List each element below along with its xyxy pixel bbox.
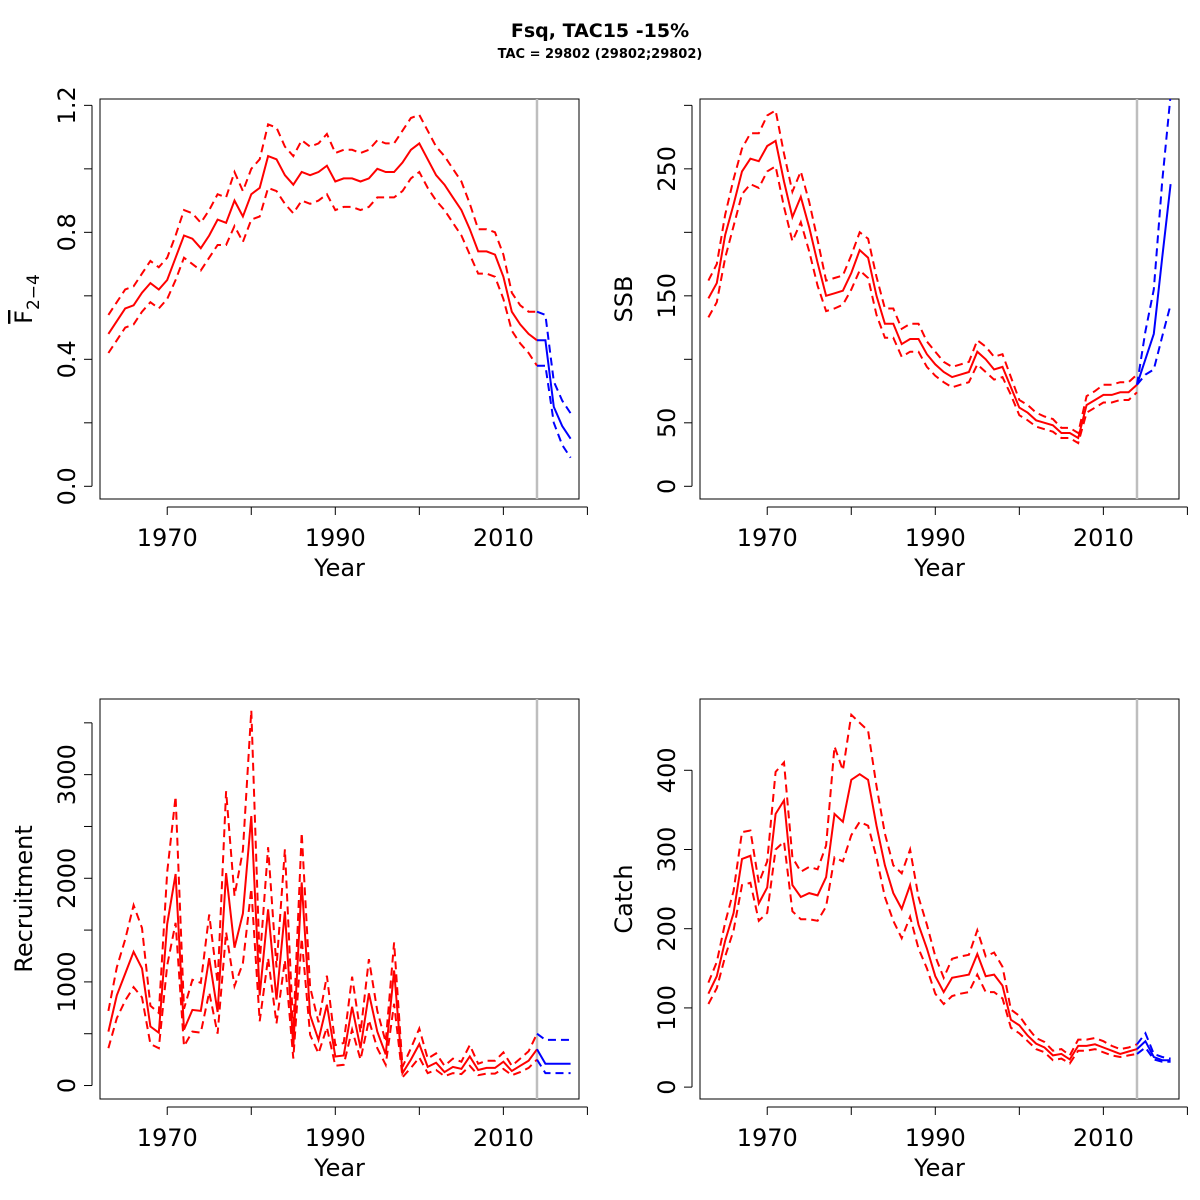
plot-frame xyxy=(699,98,1180,500)
y-tick-label: 300 xyxy=(653,827,681,873)
y-tick-label: 50 xyxy=(653,408,681,439)
historical-upper-bound xyxy=(107,113,537,316)
y-tick-label: 150 xyxy=(653,273,681,319)
y-tick-label: 0.8 xyxy=(53,213,81,251)
x-axis-label: Year xyxy=(913,1154,965,1182)
forecast-lower-bound xyxy=(537,364,572,459)
panel-ssb: 1970 1990 2010 Year 0 50 150 250 SSB xyxy=(610,98,1188,582)
historical-upper-bound xyxy=(707,712,1138,1057)
forecast-upper-bound xyxy=(1136,1031,1171,1060)
x-tick-label: 1990 xyxy=(305,524,366,552)
series-group xyxy=(707,99,1172,445)
y-tick-label: 0 xyxy=(53,1078,81,1093)
historical-lower-bound xyxy=(107,170,538,367)
series-group xyxy=(107,710,571,1080)
figure-subtitle: TAC = 29802 (29802;29802) xyxy=(497,47,703,62)
y-tick-label: 1000 xyxy=(53,951,81,1012)
x-tick-label: 2010 xyxy=(473,524,534,552)
x-tick-label: 1990 xyxy=(305,1124,366,1152)
y-tick-label: 0 xyxy=(653,1079,681,1094)
y-axis-label: Recruitment xyxy=(10,825,38,972)
figure-title: Fsq, TAC15 -15% xyxy=(510,20,690,42)
series-group xyxy=(107,113,572,459)
y-tick-label: 1.2 xyxy=(53,86,81,124)
x-tick-label: 1990 xyxy=(905,1124,966,1152)
historical-median xyxy=(707,772,1138,1061)
panel-recruitment: 1970 1990 2010 Year 0 1000 2000 3000 Recruitment xyxy=(10,698,588,1182)
forecast-median xyxy=(537,339,572,440)
y-tick-label: 100 xyxy=(653,985,681,1031)
forecast-upper-bound xyxy=(536,310,572,414)
y-tick-label: 250 xyxy=(653,146,681,192)
y-tick-label: 0.4 xyxy=(53,340,81,378)
y-tick-label: 400 xyxy=(653,747,681,793)
x-tick-label: 1970 xyxy=(737,524,798,552)
y-axis-label: F2−4 xyxy=(10,274,44,324)
y-tick-label: 2000 xyxy=(53,848,81,909)
historical-lower-bound xyxy=(107,888,538,1080)
x-tick-label: 1970 xyxy=(737,1124,798,1152)
y-axis-label: Catch xyxy=(610,864,638,933)
panel-catch: 1970 1990 2010 Year 0 100 200 300 400 Catch xyxy=(610,698,1188,1182)
x-axis-label: Year xyxy=(313,1154,365,1182)
x-tick-label: 1970 xyxy=(137,524,198,552)
historical-median xyxy=(107,816,538,1077)
plot-frame xyxy=(699,698,1180,1100)
historical-lower-bound xyxy=(707,164,1138,445)
x-tick-label: 2010 xyxy=(1073,524,1134,552)
series-group xyxy=(707,712,1171,1065)
x-tick-label: 1990 xyxy=(905,524,966,552)
historical-upper-bound xyxy=(107,710,538,1068)
historical-median xyxy=(707,139,1138,440)
plot-frame xyxy=(99,698,580,1100)
forecast-median xyxy=(1136,183,1172,386)
forecast-lower-bound xyxy=(1136,304,1172,386)
plot-frame xyxy=(99,98,580,500)
historical-upper-bound xyxy=(707,108,1138,435)
y-tick-label: 3000 xyxy=(53,744,81,805)
y-tick-label: 0 xyxy=(653,479,681,494)
x-tick-label: 2010 xyxy=(1073,1124,1134,1152)
x-axis-label: Year xyxy=(913,554,965,582)
forecast-median xyxy=(1136,1039,1171,1062)
forecast-upper-bound xyxy=(1136,99,1172,385)
y-axis-label: SSB xyxy=(610,276,638,323)
x-tick-label: 2010 xyxy=(473,1124,534,1152)
y-tick-label: 0.0 xyxy=(53,467,81,505)
historical-median xyxy=(107,141,538,342)
historical-lower-bound xyxy=(707,820,1138,1065)
forecast-lower-bound xyxy=(1136,1046,1171,1063)
forecast-upper-bound xyxy=(536,1032,571,1041)
forecast-median xyxy=(536,1048,571,1065)
forecast-lower-bound xyxy=(536,1059,571,1075)
x-tick-label: 1970 xyxy=(137,1124,198,1152)
panel-fbar: 1970 1990 2010 Year 0.0 0.4 0.8 1.2 F2−4 xyxy=(10,86,588,582)
x-axis-label: Year xyxy=(313,554,365,582)
y-tick-label: 200 xyxy=(653,906,681,952)
